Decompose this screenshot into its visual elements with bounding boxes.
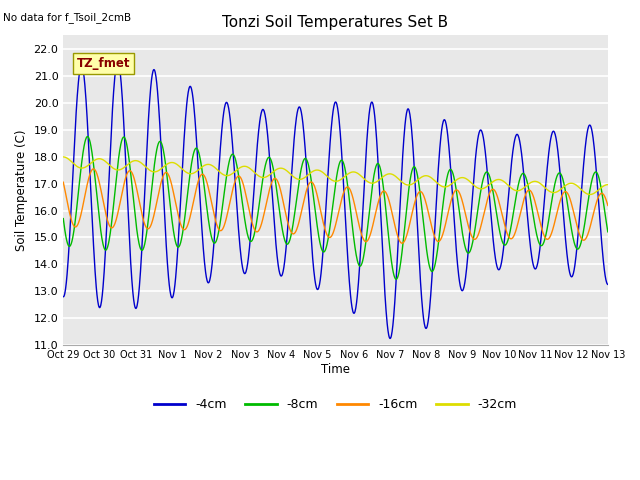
Text: No data for f_Tsoil_2cmB: No data for f_Tsoil_2cmB [3, 12, 131, 23]
X-axis label: Time: Time [321, 363, 350, 376]
Y-axis label: Soil Temperature (C): Soil Temperature (C) [15, 130, 28, 251]
Text: TZ_fmet: TZ_fmet [77, 57, 131, 70]
Legend: -4cm, -8cm, -16cm, -32cm: -4cm, -8cm, -16cm, -32cm [149, 394, 522, 417]
Title: Tonzi Soil Temperatures Set B: Tonzi Soil Temperatures Set B [223, 15, 449, 30]
